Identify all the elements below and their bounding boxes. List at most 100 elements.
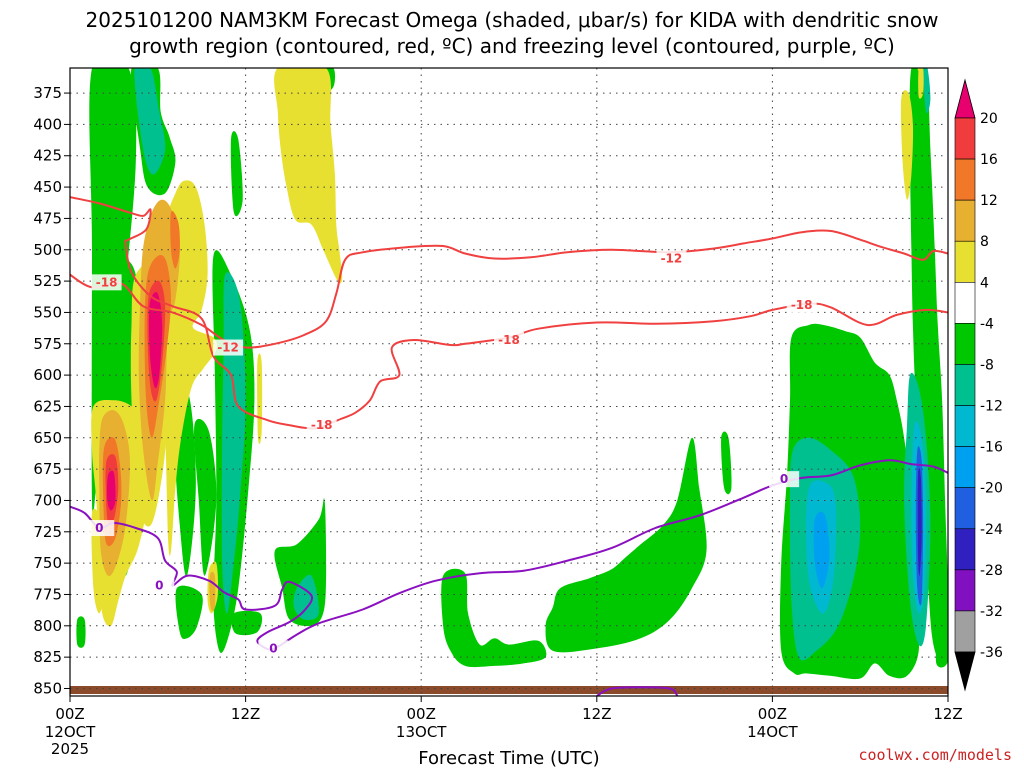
omega-region-4 [194, 418, 217, 576]
omega-region-29 [274, 68, 343, 284]
colorbar-label: 16 [980, 152, 998, 168]
y-tick-label-725: 725 [33, 523, 62, 541]
omega-region-20 [923, 68, 931, 114]
omega-region-12 [721, 431, 732, 495]
colorbar-swatch [954, 446, 976, 488]
y-axis: 375 400 425 450 475 500 525 550 575 600 625 650 675 7… [33, 84, 70, 697]
contour-label-9: 0 [780, 472, 788, 486]
contour-label-bg [306, 417, 337, 434]
colorbar-swatch [954, 158, 976, 201]
contour--18-1 [70, 196, 948, 430]
y-tick-label-400: 400 [33, 115, 62, 133]
credit-text: coolwx.com/models [858, 746, 1012, 764]
x-tick-label: 00Z [758, 705, 787, 723]
contour-freezing-0-surface-3 [596, 686, 679, 696]
omega-region-8 [231, 610, 263, 636]
x-tick-label: 12Z [231, 705, 260, 723]
x-tick-date: 13OCT [396, 723, 447, 741]
colorbar-label: -32 [980, 604, 1003, 620]
omega-region-11 [545, 437, 707, 653]
omega-region-23 [813, 511, 830, 589]
y-tick-label-500: 500 [33, 241, 62, 259]
y-tick-label-800: 800 [33, 617, 62, 635]
colorbar-label: 12 [980, 193, 998, 209]
omega-region-10 [441, 568, 547, 668]
y-tick-label-450: 450 [33, 178, 62, 196]
y-tick-label-375: 375 [33, 84, 62, 102]
contour-label-8: 0 [269, 641, 277, 655]
contour-label-bg [786, 296, 817, 313]
contour-label-bg [144, 577, 175, 594]
omega-region-16 [221, 272, 246, 614]
colorbar-swatch [954, 528, 976, 571]
x-tick-date: 14OCT [747, 723, 798, 741]
y-tick-label-825: 825 [33, 648, 62, 666]
y-tick-label-775: 775 [33, 585, 62, 603]
colorbar-bottom-arrow [954, 651, 976, 692]
grid [70, 68, 948, 696]
colorbar-label: -12 [980, 399, 1003, 415]
colorbar-label: -28 [980, 563, 1003, 579]
x-tick-label: 12Z [933, 705, 962, 723]
omega-region-14 [909, 68, 948, 666]
colorbar-label: -36 [980, 645, 1003, 661]
x-tick-label: 00Z [55, 705, 84, 723]
colorbar-label: -4 [980, 316, 994, 332]
contour-label-5: -18 [311, 418, 333, 432]
contour--12-0 [70, 229, 948, 349]
colorbar-swatch [954, 199, 976, 242]
contour-label-0: -12 [661, 252, 683, 266]
y-tick-label-675: 675 [33, 460, 62, 478]
omega-region-47 [149, 292, 163, 389]
omega-region-31 [918, 68, 924, 99]
contour-label-7: 0 [155, 579, 163, 593]
colorbar-swatch [954, 405, 976, 447]
y-tick-label-650: 650 [33, 429, 62, 447]
colorbar-label: -8 [980, 357, 994, 373]
contour-label-2: -18 [96, 275, 118, 289]
omega-region-7 [175, 585, 203, 640]
ground-strip [70, 686, 948, 694]
y-tick-label-475: 475 [33, 209, 62, 227]
colorbar-swatch [954, 240, 976, 283]
colorbar-label: -16 [980, 440, 1003, 456]
contour-label-bg [258, 640, 289, 657]
omega-region-44 [170, 210, 180, 269]
contour-label-bg [769, 471, 800, 488]
x-tick-label: 00Z [407, 705, 436, 723]
plot-frame [69, 67, 949, 697]
contours: -12 -12 -18 -18 -18 -18 0 0 0 0 [70, 196, 948, 696]
colorbar-label: -24 [980, 522, 1003, 538]
plot-area: -12 -12 -18 -18 -18 -18 0 0 0 0 [69, 67, 949, 697]
y-tick-label-700: 700 [33, 491, 62, 509]
contour-label-bg [494, 332, 524, 349]
omega-region-25 [917, 467, 922, 576]
y-tick-label-425: 425 [33, 147, 62, 165]
colorbar-swatch [954, 364, 976, 406]
omega-region-28 [935, 611, 948, 668]
contour-label-bg [91, 274, 122, 291]
y-tick-label-850: 850 [33, 679, 62, 697]
x-axis-label: Forecast Time (UTC) [418, 748, 599, 768]
colorbar-label: 20 [980, 111, 998, 127]
contour-label-4: -18 [791, 298, 813, 312]
contour-label-1: -12 [217, 341, 239, 355]
colorbar-swatch [954, 487, 976, 530]
y-tick-label-575: 575 [33, 335, 62, 353]
chart-title-line2: growth region (contoured, red, ºC) and f… [129, 34, 895, 58]
contour-label-bg [656, 250, 687, 267]
omega-region-15 [134, 68, 166, 175]
x-tick-label: 12Z [582, 705, 611, 723]
y-tick-label-750: 750 [33, 554, 62, 572]
colorbar-swatch [954, 610, 976, 653]
omega-shading [76, 68, 948, 680]
colorbar-swatch [954, 323, 976, 365]
contour-label-bg [213, 339, 244, 356]
y-tick-label-600: 600 [33, 366, 62, 384]
y-tick-label-625: 625 [33, 397, 62, 415]
y-tick-label-550: 550 [33, 303, 62, 321]
omega-region-38 [917, 68, 924, 72]
colorbar-swatch [954, 569, 976, 612]
